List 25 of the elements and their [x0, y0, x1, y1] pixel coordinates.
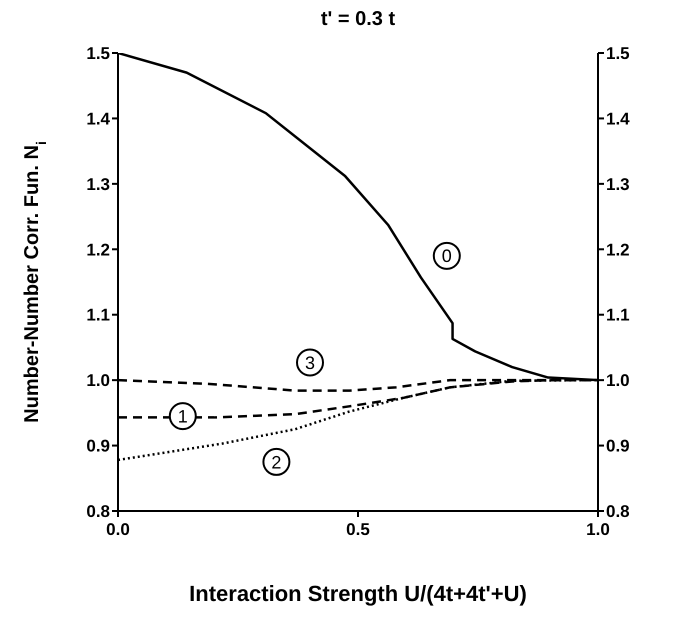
series-label: 0 [442, 246, 452, 266]
y-tick-label: 1.5 [86, 44, 110, 64]
y-tick-label: 1.0 [86, 371, 110, 390]
y-tick-label: 0.8 [86, 502, 110, 522]
x-axis-title: Interaction Strength U/(4t+4t'+U) [189, 581, 527, 606]
y2-tick-label: 1.5 [606, 44, 630, 64]
y2-tick-label: 1.0 [606, 371, 630, 390]
series-label: 3 [304, 352, 316, 373]
y-tick-label: 1.4 [86, 109, 111, 128]
y2-tick-label: 1.2 [606, 240, 630, 260]
x-tick-label: 0.5 [346, 520, 370, 540]
y2-tick-label: 0.9 [606, 436, 630, 456]
y2-tick-label: 1.3 [606, 174, 630, 194]
y-tick-label: 1.1 [86, 306, 110, 325]
y2-tick-label: 1.1 [606, 306, 630, 325]
series-label: 1 [178, 406, 188, 427]
y2-tick-label: 1.4 [606, 109, 630, 128]
chart-title: t' = 0.3 t [320, 8, 396, 31]
y-tick-label: 1.3 [86, 174, 110, 194]
y2-tick-label: 0.8 [606, 502, 630, 522]
x-tick-label: 1.0 [586, 520, 610, 540]
x-tick-label: 0.0 [106, 520, 130, 540]
y-tick-label: 1.2 [86, 240, 110, 260]
series-label: 2 [271, 452, 282, 472]
y-tick-label: 0.9 [86, 436, 110, 456]
